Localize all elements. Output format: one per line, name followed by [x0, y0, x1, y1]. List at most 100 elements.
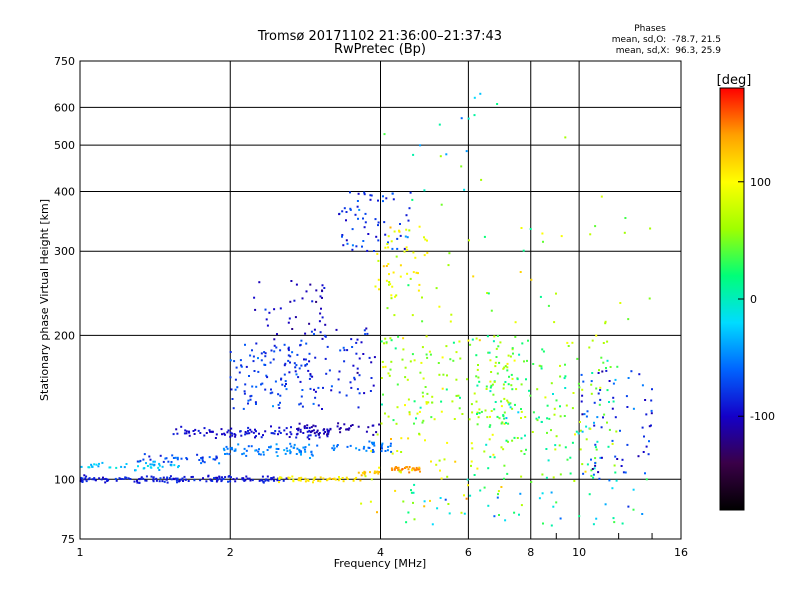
- data-point: [246, 477, 249, 480]
- data-point: [552, 476, 555, 479]
- y-tick-label: 100: [54, 473, 75, 486]
- x-tick-label: 1: [77, 546, 84, 559]
- data-point: [406, 378, 409, 381]
- data-point: [162, 460, 165, 463]
- data-point: [372, 384, 375, 387]
- data-point: [293, 446, 296, 449]
- data-point: [588, 346, 591, 349]
- data-point: [369, 198, 372, 201]
- data-point: [280, 377, 283, 380]
- data-point: [411, 198, 414, 201]
- data-point: [472, 275, 475, 278]
- data-point: [314, 425, 317, 428]
- data-point: [221, 476, 223, 479]
- data-point: [93, 477, 96, 480]
- data-point: [228, 475, 231, 477]
- data-point: [509, 402, 512, 405]
- data-point: [100, 478, 103, 481]
- data-point: [382, 366, 385, 369]
- data-point: [155, 479, 158, 482]
- data-point: [242, 477, 245, 480]
- data-point: [417, 468, 420, 471]
- data-point: [606, 340, 609, 343]
- data-point: [203, 427, 206, 430]
- data-point: [508, 375, 510, 378]
- data-point: [185, 457, 188, 459]
- data-point: [523, 360, 525, 363]
- data-point: [158, 469, 161, 471]
- data-point: [405, 246, 408, 249]
- data-point: [554, 448, 557, 451]
- data-point: [291, 328, 294, 330]
- data-point: [264, 388, 267, 391]
- data-point: [605, 367, 607, 369]
- x-tick-label: 8: [527, 546, 534, 559]
- data-point: [349, 208, 352, 211]
- data-point: [599, 386, 602, 389]
- data-point: [503, 417, 506, 420]
- data-point: [382, 265, 385, 268]
- data-point: [361, 471, 364, 474]
- data-point: [461, 413, 464, 415]
- data-point: [290, 445, 293, 448]
- data-point: [489, 390, 492, 393]
- data-point: [184, 478, 187, 481]
- data-point: [374, 218, 377, 221]
- data-point: [552, 393, 554, 395]
- data-point: [565, 404, 568, 407]
- data-point: [316, 444, 319, 447]
- data-point: [324, 323, 327, 326]
- data-point: [552, 505, 555, 508]
- data-point: [246, 432, 249, 435]
- y-tick-label: 75: [61, 533, 75, 546]
- data-point: [419, 406, 422, 409]
- data-point: [507, 401, 510, 404]
- data-point: [622, 471, 625, 474]
- data-point: [490, 410, 493, 412]
- data-point: [323, 287, 326, 289]
- data-point: [81, 481, 84, 483]
- data-point: [391, 285, 394, 288]
- data-point: [377, 259, 380, 262]
- data-point: [520, 417, 522, 419]
- data-point: [604, 322, 607, 325]
- data-point: [300, 476, 303, 479]
- data-point: [363, 226, 366, 229]
- data-point: [491, 433, 494, 436]
- data-point: [466, 378, 469, 381]
- data-point: [230, 388, 233, 391]
- data-point: [431, 523, 434, 526]
- data-point: [229, 435, 232, 438]
- data-point: [421, 296, 423, 299]
- data-point: [571, 341, 574, 344]
- data-point: [261, 475, 264, 478]
- data-point: [392, 419, 395, 422]
- data-point: [594, 464, 597, 467]
- data-point: [476, 413, 478, 415]
- data-point: [580, 373, 583, 376]
- data-point: [300, 395, 303, 398]
- data-point: [304, 332, 307, 335]
- data-point: [518, 353, 521, 356]
- data-point: [592, 473, 595, 476]
- data-point: [266, 475, 269, 478]
- data-point: [287, 354, 290, 357]
- data-point: [372, 450, 375, 453]
- data-point: [262, 453, 265, 456]
- data-point: [79, 476, 82, 479]
- data-point: [459, 396, 461, 399]
- data-point: [283, 373, 286, 376]
- data-point: [248, 375, 250, 377]
- data-point: [399, 223, 401, 225]
- data-point: [422, 377, 425, 380]
- data-point: [483, 486, 486, 489]
- data-point: [300, 450, 302, 453]
- data-point: [303, 427, 306, 430]
- data-point: [294, 366, 297, 369]
- data-point: [408, 411, 411, 414]
- data-point: [338, 213, 341, 216]
- data-point: [414, 256, 417, 259]
- data-point: [139, 477, 142, 480]
- data-point: [514, 335, 517, 338]
- data-point: [421, 421, 424, 424]
